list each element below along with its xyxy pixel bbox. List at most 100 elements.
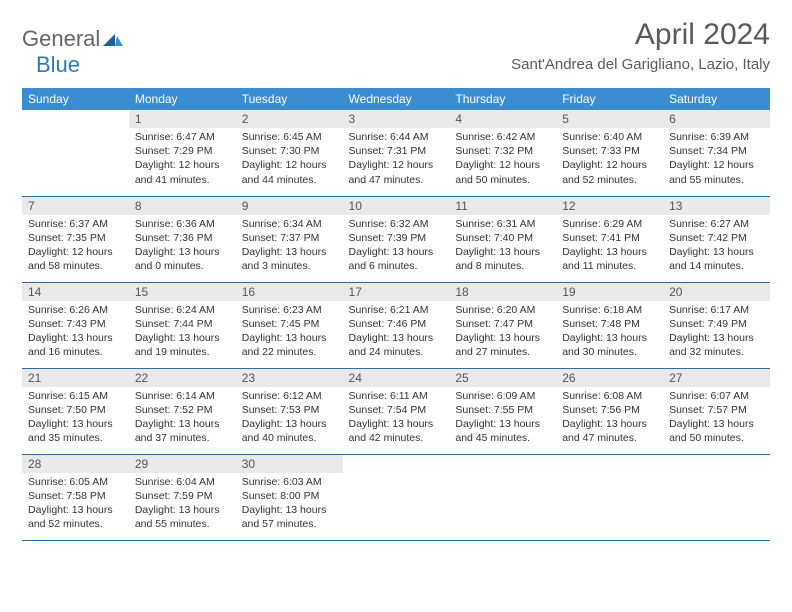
sunrise-text: Sunrise: 6:04 AM (135, 475, 230, 489)
sunrise-text: Sunrise: 6:23 AM (242, 303, 337, 317)
daylight-text: Daylight: 13 hours and 24 minutes. (349, 331, 444, 359)
daylight-text: Daylight: 13 hours and 32 minutes. (669, 331, 764, 359)
daylight-text: Daylight: 12 hours and 44 minutes. (242, 158, 337, 186)
calendar-cell: 22Sunrise: 6:14 AMSunset: 7:52 PMDayligh… (129, 368, 236, 454)
day-details: Sunrise: 6:09 AMSunset: 7:55 PMDaylight:… (449, 387, 556, 450)
calendar-cell: 13Sunrise: 6:27 AMSunset: 7:42 PMDayligh… (663, 196, 770, 282)
day-number: 14 (22, 283, 129, 301)
sunrise-text: Sunrise: 6:45 AM (242, 130, 337, 144)
sunrise-text: Sunrise: 6:42 AM (455, 130, 550, 144)
calendar-cell: 10Sunrise: 6:32 AMSunset: 7:39 PMDayligh… (343, 196, 450, 282)
day-details: Sunrise: 6:34 AMSunset: 7:37 PMDaylight:… (236, 215, 343, 278)
calendar-table: Sunday Monday Tuesday Wednesday Thursday… (22, 88, 770, 541)
logo-mark-icon (103, 26, 123, 52)
sunrise-text: Sunrise: 6:17 AM (669, 303, 764, 317)
daylight-text: Daylight: 13 hours and 30 minutes. (562, 331, 657, 359)
day-details: Sunrise: 6:37 AMSunset: 7:35 PMDaylight:… (22, 215, 129, 278)
day-number (663, 455, 770, 459)
day-number: 17 (343, 283, 450, 301)
day-details: Sunrise: 6:08 AMSunset: 7:56 PMDaylight:… (556, 387, 663, 450)
daylight-text: Daylight: 13 hours and 27 minutes. (455, 331, 550, 359)
calendar-cell: 16Sunrise: 6:23 AMSunset: 7:45 PMDayligh… (236, 282, 343, 368)
calendar-cell: 11Sunrise: 6:31 AMSunset: 7:40 PMDayligh… (449, 196, 556, 282)
location: Sant'Andrea del Garigliano, Lazio, Italy (511, 56, 770, 73)
sunset-text: Sunset: 7:44 PM (135, 317, 230, 331)
sunrise-text: Sunrise: 6:24 AM (135, 303, 230, 317)
day-details: Sunrise: 6:44 AMSunset: 7:31 PMDaylight:… (343, 128, 450, 191)
day-details: Sunrise: 6:03 AMSunset: 8:00 PMDaylight:… (236, 473, 343, 536)
day-number (343, 455, 450, 459)
daylight-text: Daylight: 12 hours and 55 minutes. (669, 158, 764, 186)
day-number: 18 (449, 283, 556, 301)
sunrise-text: Sunrise: 6:20 AM (455, 303, 550, 317)
calendar-cell: 24Sunrise: 6:11 AMSunset: 7:54 PMDayligh… (343, 368, 450, 454)
logo-text-general: General (22, 26, 100, 51)
calendar-row: 21Sunrise: 6:15 AMSunset: 7:50 PMDayligh… (22, 368, 770, 454)
sunset-text: Sunset: 7:40 PM (455, 231, 550, 245)
calendar-cell: 19Sunrise: 6:18 AMSunset: 7:48 PMDayligh… (556, 282, 663, 368)
calendar-cell: 7Sunrise: 6:37 AMSunset: 7:35 PMDaylight… (22, 196, 129, 282)
day-number: 19 (556, 283, 663, 301)
day-number: 24 (343, 369, 450, 387)
day-number: 28 (22, 455, 129, 473)
sunrise-text: Sunrise: 6:37 AM (28, 217, 123, 231)
calendar-cell: 8Sunrise: 6:36 AMSunset: 7:36 PMDaylight… (129, 196, 236, 282)
day-number: 30 (236, 455, 343, 473)
day-details: Sunrise: 6:47 AMSunset: 7:29 PMDaylight:… (129, 128, 236, 191)
weekday-header: Sunday (22, 88, 129, 110)
daylight-text: Daylight: 12 hours and 41 minutes. (135, 158, 230, 186)
sunset-text: Sunset: 7:32 PM (455, 144, 550, 158)
sunset-text: Sunset: 7:59 PM (135, 489, 230, 503)
calendar-cell: 27Sunrise: 6:07 AMSunset: 7:57 PMDayligh… (663, 368, 770, 454)
daylight-text: Daylight: 13 hours and 50 minutes. (669, 417, 764, 445)
day-number (556, 455, 663, 459)
day-number: 20 (663, 283, 770, 301)
title-block: April 2024 Sant'Andrea del Garigliano, L… (511, 18, 770, 73)
sunrise-text: Sunrise: 6:27 AM (669, 217, 764, 231)
calendar-cell: 5Sunrise: 6:40 AMSunset: 7:33 PMDaylight… (556, 110, 663, 196)
sunrise-text: Sunrise: 6:15 AM (28, 389, 123, 403)
sunrise-text: Sunrise: 6:08 AM (562, 389, 657, 403)
sunset-text: Sunset: 7:34 PM (669, 144, 764, 158)
sunset-text: Sunset: 7:49 PM (669, 317, 764, 331)
day-details: Sunrise: 6:18 AMSunset: 7:48 PMDaylight:… (556, 301, 663, 364)
sunset-text: Sunset: 7:46 PM (349, 317, 444, 331)
sunset-text: Sunset: 7:55 PM (455, 403, 550, 417)
day-number: 1 (129, 110, 236, 128)
weekday-header: Monday (129, 88, 236, 110)
sunset-text: Sunset: 7:58 PM (28, 489, 123, 503)
day-number: 11 (449, 197, 556, 215)
day-details: Sunrise: 6:21 AMSunset: 7:46 PMDaylight:… (343, 301, 450, 364)
sunrise-text: Sunrise: 6:05 AM (28, 475, 123, 489)
day-details: Sunrise: 6:36 AMSunset: 7:36 PMDaylight:… (129, 215, 236, 278)
sunset-text: Sunset: 7:36 PM (135, 231, 230, 245)
calendar-row: 28 Sunrise: 6:05 AMSunset: 7:58 PMDayligh… (22, 454, 770, 540)
day-details: Sunrise: 6:29 AMSunset: 7:41 PMDaylight:… (556, 215, 663, 278)
sunrise-text: Sunrise: 6:47 AM (135, 130, 230, 144)
sunset-text: Sunset: 7:56 PM (562, 403, 657, 417)
sunrise-text: Sunrise: 6:12 AM (242, 389, 337, 403)
sunrise-text: Sunrise: 6:14 AM (135, 389, 230, 403)
sunset-text: Sunset: 7:52 PM (135, 403, 230, 417)
calendar-row: 1Sunrise: 6:47 AMSunset: 7:29 PMDaylight… (22, 110, 770, 196)
day-number: 10 (343, 197, 450, 215)
day-number: 7 (22, 197, 129, 215)
day-number: 25 (449, 369, 556, 387)
day-number: 27 (663, 369, 770, 387)
daylight-text: Daylight: 13 hours and 6 minutes. (349, 245, 444, 273)
daylight-text: Daylight: 13 hours and 52 minutes. (28, 503, 123, 531)
daylight-text: Daylight: 12 hours and 50 minutes. (455, 158, 550, 186)
sunset-text: Sunset: 7:47 PM (455, 317, 550, 331)
sunset-text: Sunset: 7:33 PM (562, 144, 657, 158)
day-number: 6 (663, 110, 770, 128)
day-number: 21 (22, 369, 129, 387)
daylight-text: Daylight: 13 hours and 19 minutes. (135, 331, 230, 359)
day-number: 2 (236, 110, 343, 128)
day-number: 5 (556, 110, 663, 128)
sunrise-text: Sunrise: 6:34 AM (242, 217, 337, 231)
daylight-text: Daylight: 12 hours and 47 minutes. (349, 158, 444, 186)
day-details: Sunrise: 6:31 AMSunset: 7:40 PMDaylight:… (449, 215, 556, 278)
day-details: Sunrise: 6:14 AMSunset: 7:52 PMDaylight:… (129, 387, 236, 450)
daylight-text: Daylight: 13 hours and 35 minutes. (28, 417, 123, 445)
sunset-text: Sunset: 7:53 PM (242, 403, 337, 417)
